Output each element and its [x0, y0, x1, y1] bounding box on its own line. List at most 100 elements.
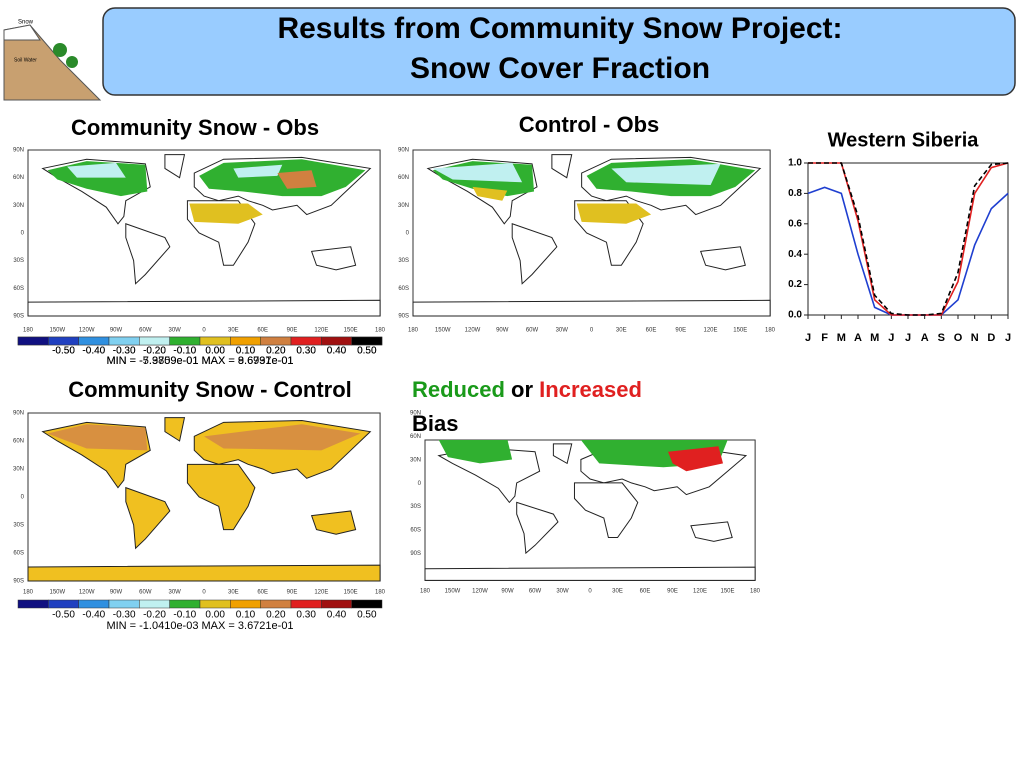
- reduced: Reduced: [412, 377, 505, 402]
- colorbar-label: -0.20: [143, 346, 166, 357]
- x-tick-label: J: [805, 332, 811, 344]
- lat-label: 60S: [410, 528, 421, 534]
- lat-label: 0: [21, 231, 25, 237]
- colorbar-swatch: [169, 599, 201, 609]
- x-tick-label: O: [954, 332, 963, 344]
- lon-label: 120W: [79, 590, 95, 596]
- colorbar-label: 0.40: [327, 346, 347, 357]
- logo: Snow Soil Water: [3, 20, 102, 101]
- panel-title: Bias: [412, 411, 458, 436]
- lat-label: 30S: [398, 258, 409, 264]
- lon-label: 30E: [612, 589, 623, 595]
- colorbar-label: -0.40: [82, 346, 105, 357]
- lon-label: 30W: [556, 589, 569, 595]
- series-line: [807, 186, 1009, 316]
- panel-title: Reduced or Increased: [412, 377, 642, 402]
- x-tick-label: N: [971, 332, 979, 344]
- lat-label: 30N: [13, 467, 24, 473]
- title-box: [102, 7, 1016, 96]
- map: [27, 150, 381, 317]
- lat-label: 90N: [13, 411, 24, 417]
- lon-label: 30W: [168, 328, 181, 334]
- lon-label: 90W: [496, 328, 509, 334]
- title-line: Results from Community Snow Project:: [277, 12, 842, 45]
- map-stats: MIN = -7.3809e-01 MAX = 8.6991e-01: [106, 355, 293, 367]
- lon-label: 0: [202, 590, 206, 596]
- colorbar-label: 0.20: [266, 610, 286, 621]
- lon-label: 150W: [445, 589, 461, 595]
- x-tick-label: J: [1005, 332, 1011, 344]
- map: [412, 150, 771, 317]
- colorbar-swatch: [230, 599, 261, 609]
- colorbar-swatch: [230, 336, 261, 346]
- lon-label: 0: [590, 328, 594, 334]
- colorbar-label: 0.20: [266, 346, 286, 357]
- lon-label: 180: [23, 590, 34, 596]
- colorbar-label: -0.50: [52, 610, 75, 621]
- colorbar-label: 0.30: [296, 610, 316, 621]
- lon-label: 60E: [257, 590, 268, 596]
- colorbar-label: 0.00: [205, 346, 225, 357]
- colorbar-label: 0.40: [327, 346, 347, 357]
- colorbar-label: 0.10: [236, 346, 256, 357]
- lon-label: 180: [750, 589, 761, 595]
- map: [27, 413, 381, 582]
- colorbar-label: 0.00: [205, 610, 225, 621]
- colorbar-swatch: [108, 336, 140, 346]
- lon-label: 120E: [703, 328, 717, 334]
- lon-label: 150E: [720, 589, 734, 595]
- lat-label: 60N: [398, 175, 409, 181]
- lat-label: 60S: [13, 551, 24, 557]
- colorbar-label: -0.40: [82, 346, 105, 357]
- colorbar-swatch: [108, 599, 140, 609]
- lat-label: 90S: [410, 551, 421, 557]
- lat-label: 60N: [13, 175, 24, 181]
- colorbar-label: -0.30: [113, 346, 136, 357]
- lon-label: 0: [202, 328, 206, 334]
- lon-label: 90E: [675, 328, 686, 334]
- colorbar-label: -0.10: [173, 346, 196, 357]
- colorbar-label: -0.20: [143, 346, 166, 357]
- colorbar-label: -0.30: [113, 346, 136, 357]
- colorbar-swatch: [17, 599, 49, 609]
- colorbar-swatch: [139, 336, 170, 346]
- lon-label: 60W: [526, 328, 539, 334]
- lat-label: 0: [406, 231, 410, 237]
- lon-label: 30W: [168, 590, 181, 596]
- lon-label: 30E: [616, 328, 627, 334]
- y-tick-label: 0.6: [788, 218, 802, 229]
- colorbar-swatch: [139, 599, 170, 609]
- lat-label: 60S: [13, 286, 24, 292]
- colorbar-label: -0.20: [143, 610, 166, 621]
- lat-label: 60N: [13, 439, 24, 445]
- lat-label: 90S: [13, 314, 24, 320]
- lon-label: 150E: [344, 328, 358, 334]
- logo-label: Soil Water: [14, 57, 37, 63]
- lon-label: 180: [375, 328, 386, 334]
- colorbar-swatch: [169, 336, 201, 346]
- colorbar-swatch: [48, 599, 79, 609]
- y-tick-label: 0.0: [788, 310, 802, 321]
- lon-label: 120W: [465, 328, 481, 334]
- lon-label: 90W: [110, 328, 123, 334]
- lon-label: 180: [375, 590, 386, 596]
- x-tick-label: M: [870, 332, 879, 344]
- y-tick-label: 1.0: [788, 158, 802, 169]
- lat-label: 90S: [13, 579, 24, 585]
- lon-label: 30W: [556, 328, 569, 334]
- colorbar-swatch: [290, 599, 322, 609]
- lon-label: 120E: [693, 589, 707, 595]
- lon-label: 180: [765, 328, 776, 334]
- panel-title: Community Snow - Control: [68, 377, 352, 402]
- x-tick-label: F: [821, 332, 828, 344]
- chart-title: Western Siberia: [828, 129, 980, 151]
- colorbar-swatch: [48, 336, 79, 346]
- lon-label: 120W: [472, 589, 488, 595]
- lon-label: 60E: [646, 328, 657, 334]
- lon-label: 150E: [344, 590, 358, 596]
- lon-label: 90E: [287, 590, 298, 596]
- lat-label: 30S: [13, 523, 24, 529]
- lat-label: 90N: [410, 411, 421, 417]
- map-stats: MIN = -1.0410e-03 MAX = 3.6721e-01: [106, 620, 293, 632]
